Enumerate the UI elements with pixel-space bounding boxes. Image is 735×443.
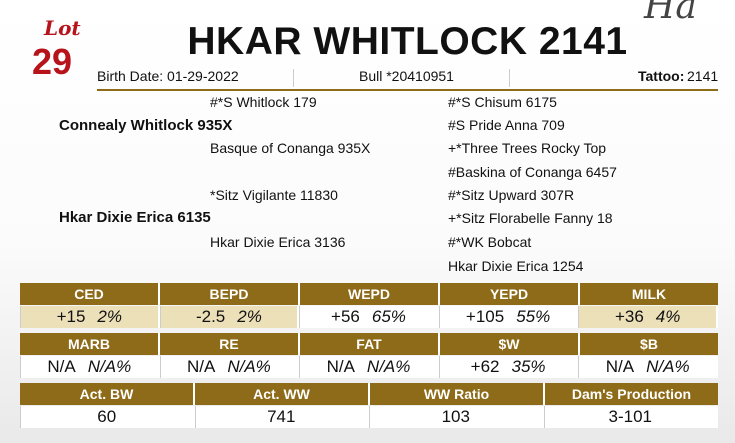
sire-sire: #*S Whitlock 179 (210, 94, 317, 110)
actuals-header-ww: Act. WW (195, 383, 370, 405)
pedigree-right-8: Hkar Dixie Erica 1254 (448, 258, 584, 274)
registration: Bull *20410951 (359, 68, 454, 84)
epd-header-yepd: YEPD (440, 283, 580, 305)
dam-sire: *Sitz Vigilante 11830 (210, 187, 338, 203)
actuals-cell-dam-production: 3-101 (543, 406, 718, 428)
dam: Hkar Dixie Erica 6135 (59, 209, 211, 226)
sire: Connealy Whitlock 935X (59, 117, 233, 134)
epd-cell-ced: +15 2% (20, 306, 160, 328)
epd-header-milk: MILK (631, 286, 667, 302)
actuals-header-bw: Act. BW (20, 383, 195, 405)
animal-name: HKAR WHITLOCK 2141 (187, 20, 628, 63)
divider (509, 69, 510, 87)
epd-header-ced: CED (20, 283, 160, 305)
epd-cell-milk: +36 4% (578, 306, 718, 328)
pedigree-right-7: #*WK Bobcat (448, 234, 532, 250)
actuals-cell-ww: 741 (194, 406, 369, 428)
pedigree-right-1: #*S Chisum 6175 (448, 94, 557, 110)
epd-header-row-1: CED BEPD WEPD YEPD MILK (20, 283, 718, 305)
divider (293, 69, 294, 87)
pedigree-right-4: #Baskina of Conanga 6457 (448, 164, 617, 180)
epd-cell-yepd: +105 55% (438, 306, 579, 328)
epd-cell-w-index: +62 35% (438, 356, 579, 378)
epd-cell-fat: N/A N/A% (299, 356, 439, 378)
epd-value-row-1: +15 2% -2.5 2% +56 65% +105 55% +36 4% (20, 306, 718, 328)
pedigree-right-6: +*Sitz Florabelle Fanny 18 (448, 210, 613, 226)
epd-header-b-index: $B (640, 336, 658, 352)
lot-label: Lot (44, 16, 81, 40)
epd-header-row-2: MARB RE FAT $W $B (20, 333, 718, 355)
epd-cell-b-index: N/A N/A% (578, 356, 718, 378)
actuals-cell-bw: 60 (20, 406, 195, 428)
sire-dam: Basque of Conanga 935X (210, 140, 371, 156)
epd-cell-wepd: +56 65% (299, 306, 439, 328)
birth-date: Birth Date: 01-29-2022 (97, 68, 239, 84)
epd-header-w-index: $W (440, 333, 580, 355)
tattoo-label: Tattoo: (638, 68, 685, 84)
actuals-header-ratio: WW Ratio (370, 383, 545, 405)
actuals-header-dam-production: Dam's Production (571, 386, 692, 402)
dam-dam: Hkar Dixie Erica 3136 (210, 234, 346, 250)
epd-header-fat: FAT (300, 333, 440, 355)
actuals-header-row: Act. BW Act. WW WW Ratio Dam's Productio… (20, 383, 718, 405)
epd-header-re: RE (160, 333, 300, 355)
epd-header-bepd: BEPD (160, 283, 300, 305)
epd-header-marb: MARB (20, 333, 160, 355)
epd-value-row-2: N/A N/A% N/A N/A% N/A N/A% +62 35% N/A N/A% (20, 356, 718, 378)
pedigree-right-2: #S Pride Anna 709 (448, 117, 565, 133)
epd-cell-bepd: -2.5 2% (159, 306, 300, 328)
tattoo-value: 2141 (687, 68, 719, 84)
info-bar: Birth Date: 01-29-2022 Bull *20410951 Ta… (97, 67, 718, 91)
actuals-cell-ratio: 103 (369, 406, 544, 428)
actuals-value-row: 60 741 103 3-101 (20, 406, 718, 428)
corner-script-logo: Ha (644, 0, 697, 27)
pedigree-right-3: +*Three Trees Rocky Top (448, 140, 607, 156)
epd-cell-marb: N/A N/A% (20, 356, 160, 378)
lot-number: 29 (32, 41, 73, 82)
pedigree-right-5: #*Sitz Upward 307R (448, 187, 575, 203)
epd-header-wepd: WEPD (300, 283, 440, 305)
epd-cell-re: N/A N/A% (159, 356, 300, 378)
